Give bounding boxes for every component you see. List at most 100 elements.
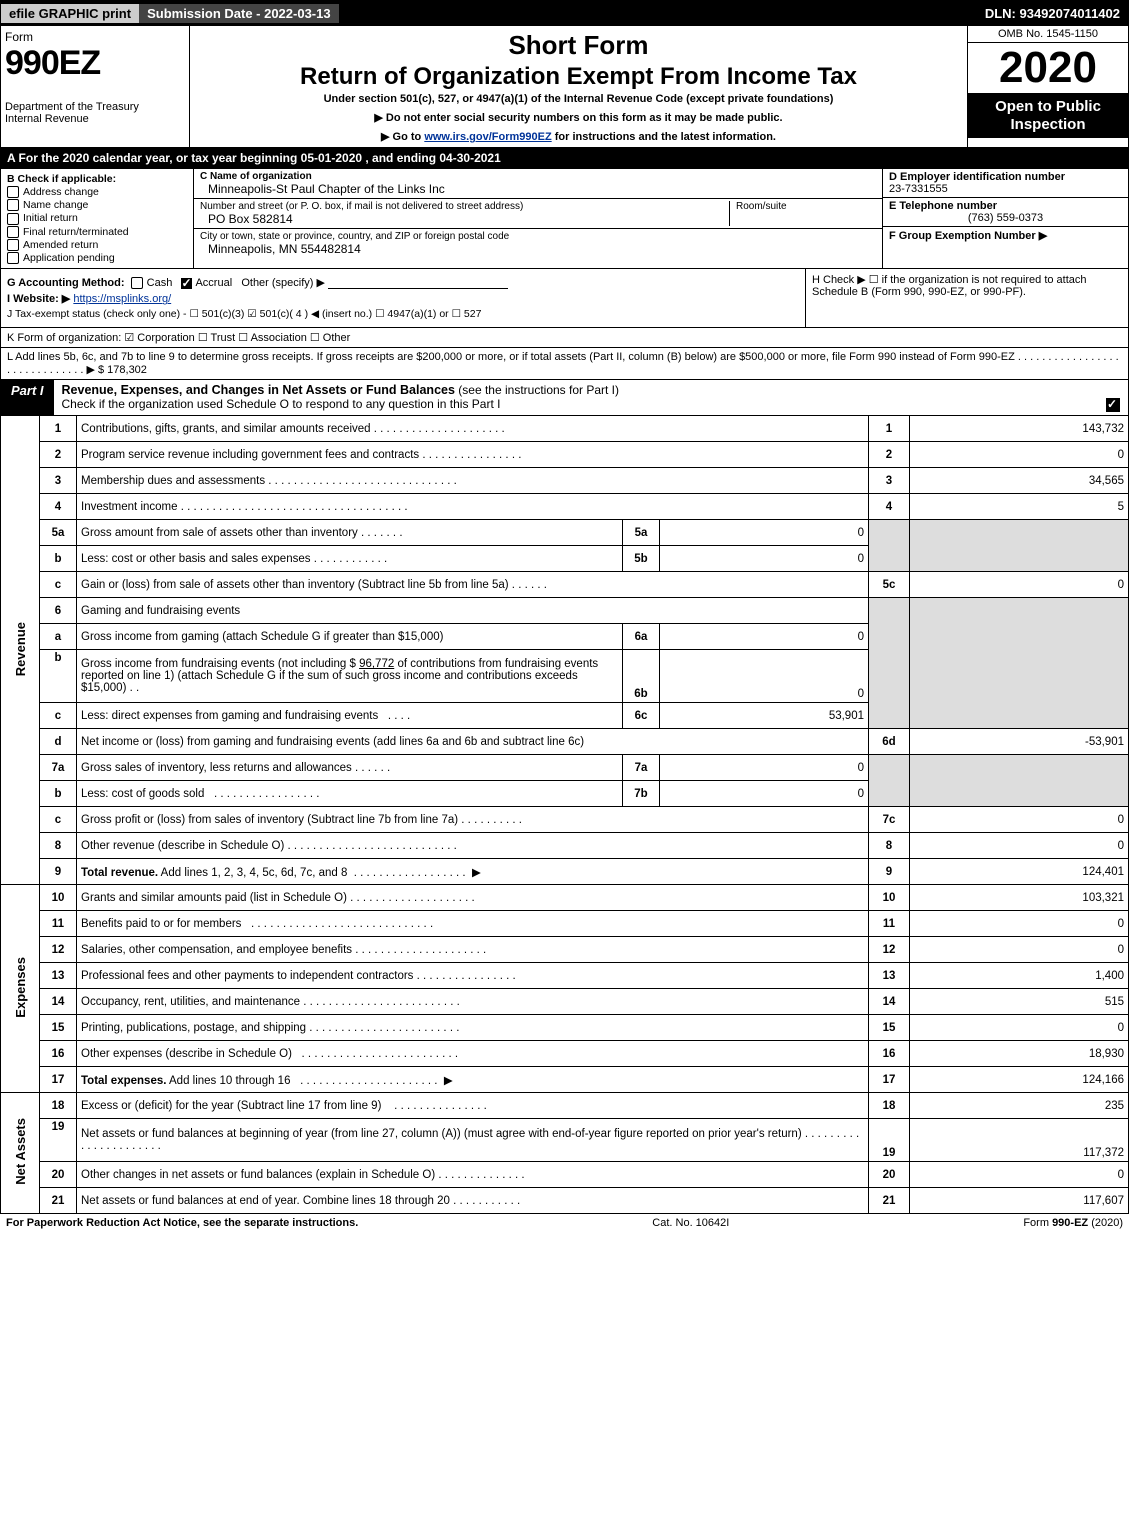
form-ref: Form 990-EZ (2020) — [1023, 1217, 1123, 1229]
ln-2: 2 — [40, 442, 77, 468]
checkbox-application-pending[interactable] — [7, 252, 19, 264]
amt-11: 0 — [910, 911, 1129, 937]
ln-5b: b — [40, 546, 77, 572]
org-city: Minneapolis, MN 554482814 — [208, 242, 876, 256]
checkbox-cash[interactable] — [131, 277, 143, 289]
rn-11: 11 — [869, 911, 910, 937]
ln-9: 9 — [40, 859, 77, 885]
website-link[interactable]: https://msplinks.org/ — [73, 293, 171, 305]
page-footer: For Paperwork Reduction Act Notice, see … — [0, 1214, 1129, 1232]
grey-5a — [910, 520, 1129, 572]
checkbox-name-change[interactable] — [7, 199, 19, 211]
d-6: Gaming and fundraising events — [77, 598, 869, 624]
d-5c: Gain or (loss) from sale of assets other… — [77, 572, 869, 598]
rn-18: 18 — [869, 1093, 910, 1119]
rn-10: 10 — [869, 885, 910, 911]
goto-post: for instructions and the latest informat… — [555, 131, 776, 143]
schedule-o-checkbox-checked[interactable] — [1106, 398, 1120, 412]
amt-7c: 0 — [910, 807, 1129, 833]
ln-6d: d — [40, 729, 77, 755]
ein-value: 23-7331555 — [889, 183, 1122, 195]
side-revenue: Revenue — [1, 416, 40, 885]
ln-5c: c — [40, 572, 77, 598]
efile-print-button[interactable]: efile GRAPHIC print — [1, 4, 139, 23]
amt-8: 0 — [910, 833, 1129, 859]
ssn-warning: ▶ Do not enter social security numbers o… — [198, 111, 959, 124]
amt-19: 117,372 — [910, 1119, 1129, 1162]
rn-2: 2 — [869, 442, 910, 468]
d-6c: Less: direct expenses from gaming and fu… — [77, 703, 623, 729]
rn-12: 12 — [869, 937, 910, 963]
irs-link[interactable]: www.irs.gov/Form990EZ — [424, 131, 551, 143]
grey-6a — [910, 598, 1129, 729]
checkbox-initial-return[interactable] — [7, 213, 19, 225]
header-center: Short Form Return of Organization Exempt… — [190, 26, 967, 147]
rn-8: 8 — [869, 833, 910, 859]
ln-21: 21 — [40, 1188, 77, 1214]
sn-5b: 5b — [623, 546, 660, 572]
section-b: B Check if applicable: Address change Na… — [1, 169, 194, 268]
d-9: Total revenue. Add lines 1, 2, 3, 4, 5c,… — [77, 859, 869, 885]
l-amount: 178,302 — [107, 364, 147, 376]
checkbox-address-change[interactable] — [7, 186, 19, 198]
rn-15: 15 — [869, 1015, 910, 1041]
return-subtitle: Under section 501(c), 527, or 4947(a)(1)… — [198, 93, 959, 105]
l-text: L Add lines 5b, 6c, and 7b to line 9 to … — [7, 351, 1119, 376]
g-other-input[interactable] — [328, 288, 508, 289]
i-label: I Website: ▶ — [7, 293, 70, 305]
sv-5b: 0 — [660, 546, 869, 572]
opt-application-pending: Application pending — [23, 252, 115, 264]
grey-5 — [869, 520, 910, 572]
d-13: Professional fees and other payments to … — [77, 963, 869, 989]
g-label: G Accounting Method: — [7, 277, 125, 289]
part1-header: Part I Revenue, Expenses, and Changes in… — [0, 380, 1129, 416]
submission-date: Submission Date - 2022-03-13 — [139, 4, 339, 23]
header-right: OMB No. 1545-1150 2020 Open to Public In… — [967, 26, 1128, 147]
dept-irs: Internal Revenue — [5, 113, 185, 125]
return-title: Return of Organization Exempt From Incom… — [198, 63, 959, 91]
checkbox-accrual-checked[interactable] — [181, 278, 192, 289]
org-address: PO Box 582814 — [208, 212, 729, 226]
ln-18: 18 — [40, 1093, 77, 1119]
rn-21: 21 — [869, 1188, 910, 1214]
checkbox-amended-return[interactable] — [7, 239, 19, 251]
g-cash: Cash — [147, 277, 173, 289]
section-def: D Employer identification number 23-7331… — [882, 169, 1128, 268]
sn-7b: 7b — [623, 781, 660, 807]
d-7c: Gross profit or (loss) from sales of inv… — [77, 807, 869, 833]
section-a-tax-year: A For the 2020 calendar year, or tax yea… — [0, 148, 1129, 169]
side-expenses: Expenses — [1, 885, 40, 1093]
d-21: Net assets or fund balances at end of ye… — [77, 1188, 869, 1214]
f-label: F Group Exemption Number ▶ — [889, 230, 1047, 242]
ln-6: 6 — [40, 598, 77, 624]
amt-10: 103,321 — [910, 885, 1129, 911]
opt-initial-return: Initial return — [23, 212, 78, 224]
ln-10: 10 — [40, 885, 77, 911]
sv-7a: 0 — [660, 755, 869, 781]
row-l: L Add lines 5b, 6c, and 7b to line 9 to … — [0, 348, 1129, 380]
paperwork-notice: For Paperwork Reduction Act Notice, see … — [6, 1217, 358, 1229]
rn-20: 20 — [869, 1162, 910, 1188]
amt-16: 18,930 — [910, 1041, 1129, 1067]
row-j: J Tax-exempt status (check only one) - ☐… — [7, 308, 799, 320]
goto-pre: ▶ Go to — [381, 131, 424, 143]
d-6a: Gross income from gaming (attach Schedul… — [77, 624, 623, 650]
checkbox-final-return[interactable] — [7, 226, 19, 238]
side-netassets: Net Assets — [1, 1093, 40, 1214]
ln-4: 4 — [40, 494, 77, 520]
ln-7c: c — [40, 807, 77, 833]
d-2: Program service revenue including govern… — [77, 442, 869, 468]
d-7a: Gross sales of inventory, less returns a… — [77, 755, 623, 781]
ln-3: 3 — [40, 468, 77, 494]
amt-14: 515 — [910, 989, 1129, 1015]
d-5b: Less: cost or other basis and sales expe… — [77, 546, 623, 572]
sn-6a: 6a — [623, 624, 660, 650]
amt-21: 117,607 — [910, 1188, 1129, 1214]
part1-title-note: (see the instructions for Part I) — [458, 383, 619, 397]
opt-name-change: Name change — [23, 199, 88, 211]
ln-7b: b — [40, 781, 77, 807]
sn-7a: 7a — [623, 755, 660, 781]
rn-1: 1 — [869, 416, 910, 442]
top-bar: efile GRAPHIC print Submission Date - 20… — [0, 0, 1129, 26]
c-name-label: C Name of organization — [200, 171, 312, 182]
